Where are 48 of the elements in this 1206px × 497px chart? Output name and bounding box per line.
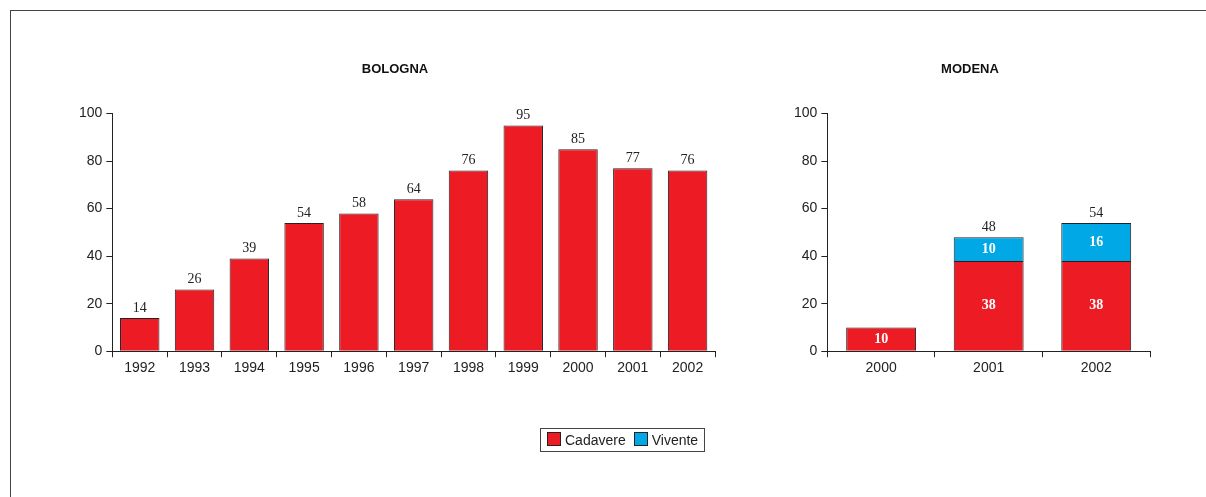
data-label: 38: [981, 297, 996, 313]
y-tick-label: 20: [86, 294, 103, 311]
y-tick-label: 0: [94, 342, 103, 359]
x-tick-label: 2002: [672, 359, 704, 376]
data-label: 10: [874, 330, 889, 346]
y-tick-label: 100: [794, 104, 818, 121]
y-tick-label: 80: [86, 151, 103, 168]
data-label: 14: [132, 299, 147, 315]
x-tick-label: 1999: [507, 359, 540, 376]
legend-label: Vivente: [650, 432, 699, 448]
x-tick-label: 1994: [233, 359, 266, 376]
chart-title: BOLOGNA: [361, 61, 429, 77]
data-label: 16: [1089, 233, 1104, 249]
x-tick-label: 2000: [865, 359, 897, 376]
data-label: 10: [981, 240, 996, 256]
data-label: 39: [242, 240, 257, 256]
x-tick-label: 1996: [343, 359, 375, 376]
x-tick-label: 1995: [288, 359, 320, 376]
data-label: 85: [571, 130, 586, 146]
y-tick-label: 40: [86, 247, 103, 264]
y-tick-label: 20: [801, 294, 818, 311]
total-label: 48: [981, 218, 996, 234]
x-tick-label: 2000: [562, 359, 594, 376]
data-label: 38: [1089, 297, 1104, 313]
y-tick-label: 0: [809, 342, 818, 359]
x-tick-label: 1997: [398, 359, 430, 376]
x-tick-label: 1998: [452, 359, 485, 376]
data-label: 77: [625, 149, 640, 165]
y-tick-label: 40: [801, 247, 818, 264]
y-tick-label: 60: [86, 199, 103, 216]
x-tick-label: 2002: [1080, 359, 1113, 376]
x-tick-label: 2001: [973, 359, 1005, 376]
total-label: 54: [1089, 204, 1104, 220]
legend-label: Cadavere: [564, 432, 626, 448]
x-tick-label: 2001: [617, 359, 649, 376]
x-tick-label: 1992: [124, 359, 156, 376]
data-label: 58: [351, 195, 366, 211]
y-tick-label: 60: [801, 199, 818, 216]
data-label: 26: [187, 271, 202, 287]
data-label: 76: [461, 152, 476, 168]
data-label: 76: [680, 152, 695, 168]
chart-title: MODENA: [941, 61, 1000, 77]
y-tick-label: 100: [79, 104, 103, 121]
y-tick-label: 80: [801, 151, 818, 168]
data-label: 54: [297, 204, 312, 220]
x-tick-label: 1993: [178, 359, 211, 376]
data-label: 64: [406, 180, 421, 196]
data-label: 95: [516, 107, 531, 123]
